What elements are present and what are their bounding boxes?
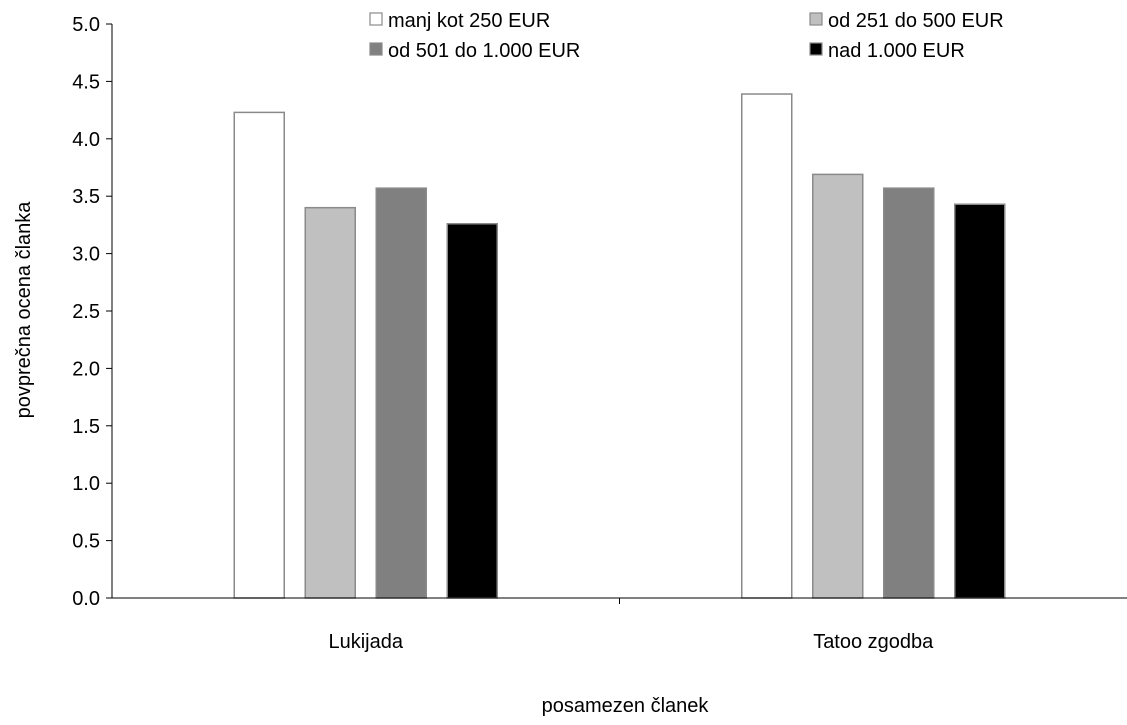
- bar: [375, 187, 427, 599]
- legend-swatch: [369, 12, 383, 26]
- legend-label: od 251 do 500 EUR: [828, 10, 1004, 32]
- legend-label: od 501 do 1.000 EUR: [388, 40, 580, 62]
- y-axis-title: povprečna ocena članka: [13, 201, 35, 419]
- legend-swatch: [809, 42, 823, 56]
- bar: [883, 187, 935, 599]
- bars: [233, 93, 1006, 599]
- bar: [954, 203, 1006, 599]
- y-tick-label: 3.5: [72, 186, 100, 208]
- x-category-label: Tatoo zgodba: [813, 631, 934, 653]
- y-tick-label: 4.5: [72, 71, 100, 93]
- y-tick-label: 1.5: [72, 416, 100, 438]
- y-tick-label: 0.5: [72, 531, 100, 553]
- y-tick-label: 2.0: [72, 358, 100, 380]
- legend: manj kot 250 EUR od 251 do 500 EUR od 501 …: [369, 10, 1004, 62]
- bar: [233, 111, 285, 599]
- bar: [304, 206, 356, 599]
- y-tick-label: 4.0: [72, 129, 100, 151]
- legend-label: nad 1.000 EUR: [828, 40, 965, 62]
- legend-label: manj kot 250 EUR: [388, 10, 550, 32]
- legend-swatch: [809, 12, 823, 26]
- y-tick-label: 5.0: [72, 14, 100, 36]
- bar: [741, 93, 793, 599]
- y-axis-ticks: 0.0 0.5 1.0 1.5 2.0 2.5 3.0 3.5 4.0 4.5 5.0: [72, 14, 112, 610]
- x-category-label: Lukijada: [328, 631, 403, 653]
- bar: [812, 173, 864, 599]
- legend-swatch: [369, 42, 383, 56]
- y-tick-label: 2.5: [72, 301, 100, 323]
- x-axis-categories: Lukijada Tatoo zgodba: [328, 598, 934, 653]
- y-tick-label: 3.0: [72, 244, 100, 266]
- y-tick-label: 0.0: [72, 588, 100, 610]
- bar: [446, 223, 498, 599]
- x-axis-title: posamezen članek: [542, 695, 710, 717]
- y-tick-label: 1.0: [72, 473, 100, 495]
